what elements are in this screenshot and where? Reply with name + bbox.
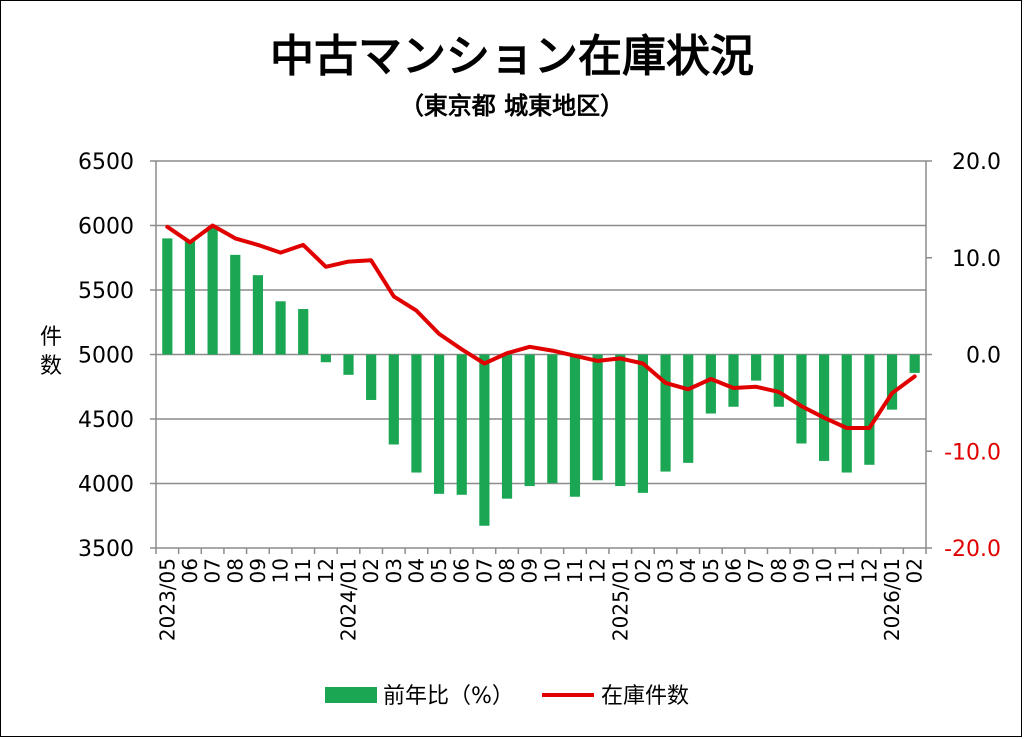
bar	[773, 354, 784, 407]
bar	[705, 354, 716, 414]
right-axis-ticks: 20.0 10.0 0.0 -10.0 -20.0	[944, 150, 1001, 562]
x-tick-label: 04	[404, 558, 428, 583]
x-tick-label: 03	[654, 558, 678, 583]
x-tick-label: 2026/01	[880, 558, 904, 641]
bar	[660, 354, 671, 472]
x-tick-label: 02	[903, 558, 927, 583]
x-tick-label: 09	[246, 558, 270, 583]
x-axis-ticks: 2023/05060708091011122024/01020304050607…	[155, 558, 926, 641]
left-tick-label: 4500	[78, 408, 134, 433]
bar	[592, 354, 603, 481]
left-tick-label: 4000	[78, 473, 134, 498]
bar	[366, 354, 377, 400]
x-tick-label: 2023/05	[155, 558, 179, 641]
bar	[637, 354, 649, 493]
x-tick-label: 11	[291, 558, 315, 583]
x-tick-label: 08	[495, 558, 519, 583]
bar	[162, 238, 173, 355]
x-tick-label: 12	[586, 558, 610, 583]
x-tick-label: 09	[518, 558, 542, 583]
x-tick-label: 06	[178, 558, 202, 583]
x-tick-label: 07	[744, 558, 768, 583]
bar	[818, 354, 830, 461]
bar	[909, 354, 920, 373]
x-tick-label: 09	[789, 558, 813, 583]
right-tick-label: 10.0	[952, 247, 1001, 272]
x-tick-label: 08	[223, 558, 247, 583]
legend-label-line: 在庫件数	[601, 684, 689, 709]
x-tick-label: 07	[201, 558, 225, 583]
bar	[252, 275, 264, 355]
bar	[207, 227, 218, 355]
chart-title: 中古マンション在庫状況	[270, 31, 754, 82]
x-tick-label: 10	[540, 558, 564, 583]
bar	[275, 301, 286, 355]
bar	[320, 354, 331, 363]
y-axis-label: 件 数	[40, 325, 62, 379]
legend: 前年比（%） 在庫件数	[325, 684, 689, 709]
bar-series	[162, 227, 920, 526]
x-tick-label: 08	[767, 558, 791, 583]
bar	[615, 354, 626, 487]
bar	[683, 354, 694, 463]
x-tick-label: 07	[472, 558, 496, 583]
bar	[569, 354, 581, 497]
left-tick-label: 5500	[78, 279, 134, 304]
bar	[547, 354, 558, 484]
x-tick-label: 12	[314, 558, 338, 583]
x-tick-label: 02	[359, 558, 383, 583]
x-tick-label: 03	[382, 558, 406, 583]
x-tick-label: 06	[450, 558, 474, 583]
inventory-line	[165, 223, 917, 430]
bar	[886, 354, 898, 410]
bar	[230, 254, 241, 355]
chart-subtitle: （東京都 城東地区）	[400, 92, 624, 120]
right-tick-label: -10.0	[944, 440, 1001, 465]
bar	[524, 354, 535, 487]
x-tick-label: 2024/01	[337, 558, 361, 641]
legend-label-bar: 前年比（%）	[383, 684, 514, 709]
bar	[796, 354, 807, 444]
bar	[298, 309, 309, 355]
bar	[184, 241, 196, 355]
bar	[433, 354, 445, 494]
x-tick-label: 11	[563, 558, 587, 583]
right-tick-label: 0.0	[966, 344, 1001, 369]
left-tick-label: 5000	[78, 344, 134, 369]
x-tick-label: 02	[631, 558, 655, 583]
gridlines	[156, 160, 926, 549]
x-tick-label: 05	[427, 558, 451, 583]
right-tick-label: 20.0	[952, 150, 1001, 175]
right-tick-label: -20.0	[944, 537, 1001, 562]
y-axis-label-char: 数	[40, 354, 62, 379]
line-series	[165, 223, 917, 430]
bar	[343, 354, 354, 375]
bar	[864, 354, 875, 465]
left-axis-ticks: 6500 6000 5500 5000 4500 4000 3500	[78, 150, 134, 562]
x-tick-label: 2025/01	[608, 558, 632, 641]
bar	[479, 354, 490, 526]
x-tick-label: 06	[722, 558, 746, 583]
bar	[501, 354, 513, 499]
bar	[411, 354, 422, 473]
left-tick-label: 6500	[78, 150, 134, 175]
x-tick-label: 05	[699, 558, 723, 583]
axes	[150, 160, 932, 554]
left-tick-label: 3500	[78, 537, 134, 562]
bar	[388, 354, 399, 445]
x-tick-label: 12	[857, 558, 881, 583]
x-tick-label: 04	[676, 558, 700, 583]
x-tick-label: 10	[269, 558, 293, 583]
left-tick-label: 6000	[78, 215, 134, 240]
bar	[728, 354, 739, 407]
x-tick-label: 10	[812, 558, 836, 583]
bar	[751, 354, 762, 381]
x-tick-label: 11	[835, 558, 859, 583]
y-axis-label-char: 件	[40, 325, 62, 350]
legend-swatch-bar	[325, 687, 377, 703]
bar	[841, 354, 852, 473]
bar	[456, 354, 467, 495]
